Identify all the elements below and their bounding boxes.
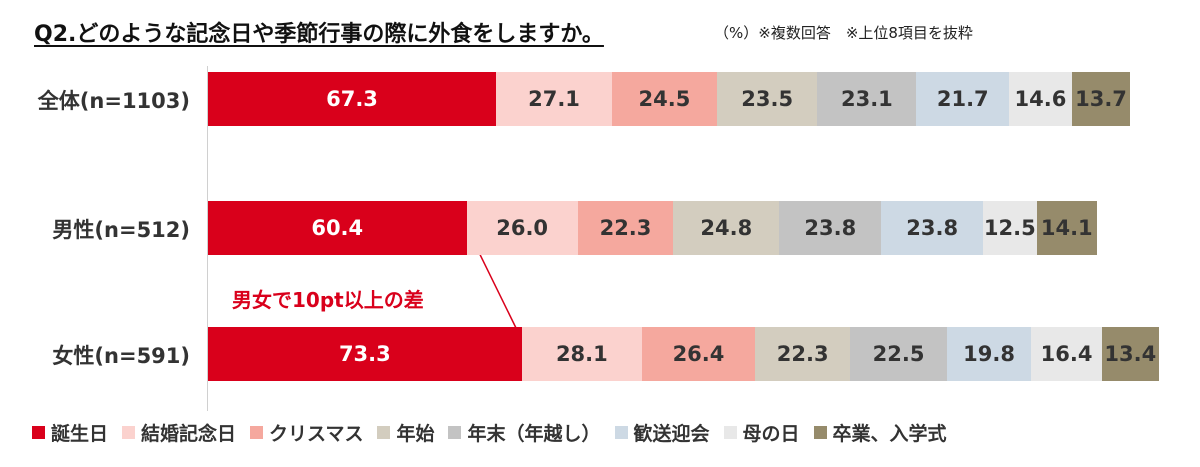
legend-label: 歓送迎会 bbox=[633, 422, 710, 445]
data-label: 73.3 bbox=[338, 342, 391, 366]
bar-segment: 24.8 bbox=[673, 201, 780, 255]
data-label: 21.7 bbox=[936, 87, 989, 111]
data-label: 14.6 bbox=[1014, 87, 1067, 111]
data-label: 14.1 bbox=[1040, 216, 1093, 240]
bar-segment: 23.8 bbox=[779, 201, 882, 255]
data-label: 23.5 bbox=[741, 87, 794, 111]
legend-label: 卒業、入学式 bbox=[832, 422, 947, 445]
legend-label: 誕生日 bbox=[51, 422, 109, 445]
legend-item: 結婚記念日 bbox=[122, 419, 236, 446]
legend-label: 年始 bbox=[396, 422, 435, 445]
bar-segment: 21.7 bbox=[916, 72, 1010, 126]
difference-annotation: 男女で10pt以上の差 bbox=[232, 288, 424, 312]
bar-segment: 14.1 bbox=[1036, 201, 1097, 255]
data-label: 23.8 bbox=[804, 216, 857, 240]
data-label: 22.3 bbox=[776, 342, 829, 366]
bar-segment: 12.5 bbox=[983, 201, 1037, 255]
data-label: 26.0 bbox=[496, 216, 549, 240]
legend-item: 年始 bbox=[377, 419, 434, 446]
data-label: 22.5 bbox=[872, 342, 925, 366]
bar-segment: 73.3 bbox=[208, 327, 522, 381]
legend-swatch bbox=[448, 425, 462, 439]
data-label: 27.1 bbox=[528, 87, 580, 111]
legend-label: クリスマス bbox=[269, 422, 364, 445]
data-label: 24.8 bbox=[700, 216, 753, 240]
legend-item: 卒業、入学式 bbox=[813, 419, 947, 446]
data-label: 13.7 bbox=[1075, 87, 1127, 111]
bar-segment: 67.3 bbox=[208, 72, 497, 126]
legend-label: 母の日 bbox=[742, 422, 800, 445]
data-label: 26.4 bbox=[672, 342, 725, 366]
bar-segment: 13.4 bbox=[1101, 327, 1159, 381]
legend-item: 誕生日 bbox=[32, 419, 108, 446]
legend-swatch bbox=[813, 425, 827, 439]
bar-segment: 13.7 bbox=[1071, 72, 1131, 126]
category-label: 女性(n=591) bbox=[52, 344, 190, 368]
data-label: 67.3 bbox=[326, 87, 378, 111]
legend-swatch bbox=[250, 425, 264, 439]
data-label: 16.4 bbox=[1040, 342, 1093, 366]
chart-legend: 誕生日 結婚記念日 クリスマス 年始 年末（年越し） 歓送迎会 母の日 卒業、入学式 bbox=[32, 417, 961, 447]
legend-item: 母の日 bbox=[723, 419, 800, 446]
data-label: 28.1 bbox=[555, 342, 608, 366]
legend-swatch bbox=[122, 425, 136, 439]
bar-segment: 26.4 bbox=[641, 327, 755, 381]
bar-segment: 24.5 bbox=[612, 72, 717, 126]
bar-segment: 28.1 bbox=[521, 327, 642, 381]
data-label: 22.3 bbox=[599, 216, 652, 240]
legend-swatch bbox=[32, 425, 45, 439]
data-label: 23.1 bbox=[840, 87, 893, 111]
data-label: 24.5 bbox=[638, 87, 691, 111]
data-label: 19.8 bbox=[963, 342, 1015, 366]
category-label: 全体(n=1103) bbox=[37, 89, 190, 113]
bar-segment: 23.8 bbox=[881, 201, 984, 255]
bar-segment: 60.4 bbox=[208, 201, 467, 255]
bar-segment: 14.6 bbox=[1009, 72, 1072, 126]
legend-item: 歓送迎会 bbox=[614, 419, 710, 446]
bar-segment: 19.8 bbox=[946, 327, 1032, 381]
legend-item: 年末（年越し） bbox=[448, 419, 601, 446]
category-axis-line bbox=[207, 66, 208, 411]
legend-swatch bbox=[723, 425, 737, 439]
data-label: 23.8 bbox=[906, 216, 959, 240]
bar-segment: 22.3 bbox=[754, 327, 851, 381]
bar-segment: 23.5 bbox=[716, 72, 818, 126]
category-label: 男性(n=512) bbox=[52, 218, 190, 242]
chart-title: Q2.どのような記念日や季節行事の際に外食をしますか。 bbox=[34, 22, 604, 47]
bar-segment: 22.3 bbox=[577, 201, 674, 255]
data-label: 13.4 bbox=[1104, 342, 1157, 366]
chart-note: （%）※複数回答 ※上位8項目を抜粋 bbox=[714, 24, 973, 42]
legend-swatch bbox=[377, 425, 391, 439]
legend-label: 年末（年越し） bbox=[467, 422, 601, 445]
bar-segment: 22.5 bbox=[850, 327, 947, 381]
data-label: 60.4 bbox=[311, 216, 364, 240]
legend-swatch bbox=[614, 425, 628, 439]
bar-segment: 26.0 bbox=[466, 201, 578, 255]
bar-segment: 23.1 bbox=[817, 72, 917, 126]
legend-label: 結婚記念日 bbox=[141, 422, 237, 445]
bar-segment: 27.1 bbox=[496, 72, 613, 126]
legend-item: クリスマス bbox=[250, 419, 363, 446]
data-label: 12.5 bbox=[983, 216, 1036, 240]
bar-segment: 16.4 bbox=[1031, 327, 1102, 381]
